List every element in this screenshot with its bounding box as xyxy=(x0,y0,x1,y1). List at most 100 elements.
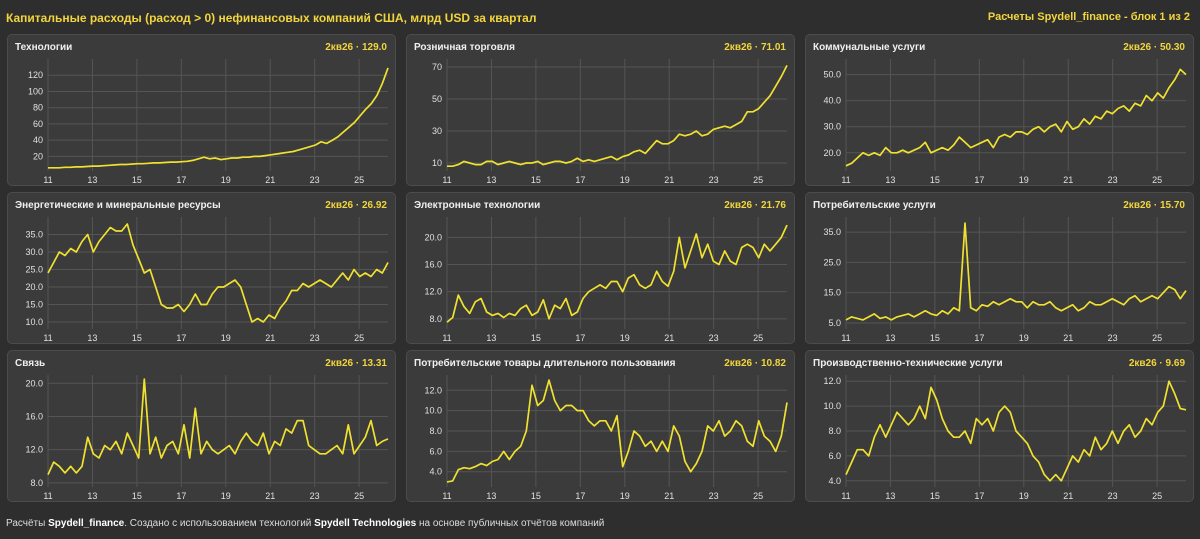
y-tick-label: 12.0 xyxy=(424,385,442,395)
x-tick-label: 25 xyxy=(753,491,763,501)
chart-title: Технологии xyxy=(15,42,73,53)
footer: Расчёты Spydell_finance. Создано с испол… xyxy=(6,518,604,529)
source-label: Расчеты Spydell_finance - блок 1 из 2 xyxy=(987,11,1190,23)
chart-panel: Коммунальные услуги 2кв26 · 50.30 20.0 30.0… xyxy=(805,34,1194,186)
x-tick-label: 21 xyxy=(265,491,275,501)
x-tick-label: 25 xyxy=(753,333,763,343)
x-tick-label: 11 xyxy=(43,175,52,185)
y-tick-label: 4.0 xyxy=(429,467,442,477)
y-tick-label: 10.0 xyxy=(25,317,43,327)
x-tick-label: 11 xyxy=(841,175,850,185)
x-tick-label: 23 xyxy=(310,491,320,501)
x-tick-label: 17 xyxy=(974,175,984,185)
x-tick-label: 15 xyxy=(930,333,940,343)
chart-last-value: 2кв26 · 9.69 xyxy=(1128,358,1185,369)
x-tick-label: 13 xyxy=(486,333,496,343)
x-tick-label: 25 xyxy=(354,491,364,501)
y-tick-label: 10 xyxy=(432,158,442,168)
x-tick-label: 19 xyxy=(620,333,630,343)
line-chart: 8.0 12.0 16.0 20.0 11 13 15 17 19 21 23 25 xyxy=(25,375,389,501)
y-tick-label: 40 xyxy=(33,135,43,145)
x-tick-label: 13 xyxy=(486,491,496,501)
y-tick-label: 8.0 xyxy=(429,314,442,324)
x-tick-label: 17 xyxy=(974,333,984,343)
x-tick-label: 23 xyxy=(709,491,719,501)
x-tick-label: 11 xyxy=(442,333,451,343)
x-tick-label: 23 xyxy=(1108,175,1118,185)
y-tick-label: 4.0 xyxy=(828,476,841,486)
chart-title: Энергетические и минеральные ресурсы xyxy=(15,200,221,211)
x-tick-label: 23 xyxy=(310,175,320,185)
y-tick-label: 35.0 xyxy=(25,230,43,240)
chart-last-value: 2кв26 · 71.01 xyxy=(724,42,786,53)
chart-panel: Технологии 2кв26 · 129.0 20 40 60 80 100 120 11 1… xyxy=(7,34,396,186)
y-tick-label: 80 xyxy=(33,103,43,113)
x-tick-label: 13 xyxy=(87,333,97,343)
y-tick-label: 30.0 xyxy=(25,247,43,257)
x-tick-label: 15 xyxy=(531,491,541,501)
series-line xyxy=(845,380,1187,482)
series-line xyxy=(47,223,389,323)
chart-panel: Связь 2кв26 · 13.31 8.0 12.0 16.0 20.0 11 13 15 1… xyxy=(7,350,396,502)
x-tick-label: 15 xyxy=(531,333,541,343)
y-tick-label: 25.0 xyxy=(823,257,841,267)
chart-last-value: 2кв26 · 15.70 xyxy=(1123,200,1185,211)
y-tick-label: 12.0 xyxy=(424,287,442,297)
y-tick-label: 15.0 xyxy=(25,300,43,310)
y-tick-label: 60 xyxy=(33,119,43,129)
x-tick-label: 11 xyxy=(841,333,850,343)
x-tick-label: 17 xyxy=(974,491,984,501)
y-tick-label: 16.0 xyxy=(424,260,442,270)
series-line xyxy=(446,224,788,323)
x-tick-label: 13 xyxy=(87,491,97,501)
x-tick-label: 19 xyxy=(221,333,231,343)
chart-panel: Электронные технологии 2кв26 · 21.76 8.0 12… xyxy=(406,192,795,344)
chart-panel: Производственно-технические услуги 2кв26 … xyxy=(805,350,1194,502)
x-tick-label: 17 xyxy=(575,175,585,185)
x-tick-label: 19 xyxy=(1019,491,1029,501)
x-tick-label: 15 xyxy=(930,491,940,501)
series-line xyxy=(845,68,1187,167)
chart-panel: Потребительские услуги 2кв26 · 15.70 5.0 15… xyxy=(805,192,1194,344)
footer-suffix: на основе публичных отчётов компаний xyxy=(416,518,605,529)
x-tick-label: 11 xyxy=(43,491,52,501)
x-tick-label: 15 xyxy=(132,333,142,343)
x-tick-label: 19 xyxy=(1019,175,1029,185)
y-tick-label: 50 xyxy=(432,94,442,104)
chart-last-value: 2кв26 · 129.0 xyxy=(325,42,387,53)
chart-last-value: 2кв26 · 13.31 xyxy=(325,358,387,369)
x-tick-label: 15 xyxy=(132,491,142,501)
line-chart: 10 30 50 70 11 13 15 17 19 21 23 25 xyxy=(432,59,788,185)
x-tick-label: 17 xyxy=(575,333,585,343)
y-tick-label: 30.0 xyxy=(823,122,841,132)
page-title: Капитальные расходы (расход > 0) нефинан… xyxy=(6,11,537,25)
y-tick-label: 35.0 xyxy=(823,227,841,237)
footer-author: Spydell_finance xyxy=(48,518,125,529)
x-tick-label: 19 xyxy=(221,175,231,185)
chart-title: Производственно-технические услуги xyxy=(813,358,1003,369)
footer-tech: Spydell Technologies xyxy=(314,518,417,529)
x-tick-label: 13 xyxy=(885,491,895,501)
y-tick-label: 12.0 xyxy=(823,376,841,386)
x-tick-label: 25 xyxy=(753,175,763,185)
x-tick-label: 23 xyxy=(709,333,719,343)
chart-title: Потребительские товары длительного польз… xyxy=(414,358,676,369)
y-tick-label: 8.0 xyxy=(429,426,442,436)
line-chart: 20.0 30.0 40.0 50.0 11 13 15 17 19 21 23 25 xyxy=(823,59,1187,185)
x-tick-label: 11 xyxy=(841,491,850,501)
x-tick-label: 21 xyxy=(1063,333,1073,343)
x-tick-label: 13 xyxy=(885,175,895,185)
series-line xyxy=(47,378,389,475)
chart-last-value: 2кв26 · 50.30 xyxy=(1123,42,1185,53)
x-tick-label: 23 xyxy=(709,175,719,185)
y-tick-label: 8.0 xyxy=(828,426,841,436)
x-tick-label: 21 xyxy=(664,175,674,185)
x-tick-label: 23 xyxy=(310,333,320,343)
y-tick-label: 20.0 xyxy=(823,148,841,158)
x-tick-label: 17 xyxy=(575,491,585,501)
chart-title: Связь xyxy=(15,358,46,369)
x-tick-label: 15 xyxy=(930,175,940,185)
y-tick-label: 20.0 xyxy=(424,232,442,242)
x-tick-label: 19 xyxy=(221,491,231,501)
y-tick-label: 30 xyxy=(432,126,442,136)
